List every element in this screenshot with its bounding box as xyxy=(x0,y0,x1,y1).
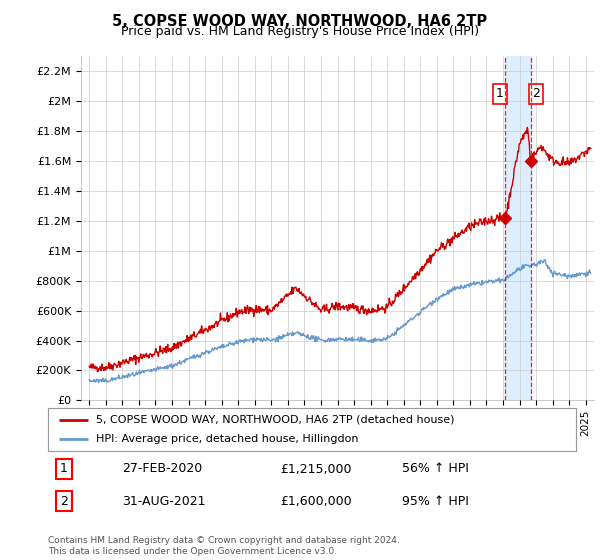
Text: HPI: Average price, detached house, Hillingdon: HPI: Average price, detached house, Hill… xyxy=(95,435,358,444)
Text: £1,215,000: £1,215,000 xyxy=(280,463,352,475)
Text: 27-FEB-2020: 27-FEB-2020 xyxy=(122,463,202,475)
Text: 2: 2 xyxy=(60,494,68,508)
Text: Contains HM Land Registry data © Crown copyright and database right 2024.
This d: Contains HM Land Registry data © Crown c… xyxy=(48,536,400,556)
Text: 1: 1 xyxy=(496,87,503,100)
Bar xyxy=(505,56,530,400)
Text: Price paid vs. HM Land Registry's House Price Index (HPI): Price paid vs. HM Land Registry's House … xyxy=(121,25,479,38)
Text: 5, COPSE WOOD WAY, NORTHWOOD, HA6 2TP: 5, COPSE WOOD WAY, NORTHWOOD, HA6 2TP xyxy=(112,14,488,29)
Text: 5, COPSE WOOD WAY, NORTHWOOD, HA6 2TP (detached house): 5, COPSE WOOD WAY, NORTHWOOD, HA6 2TP (d… xyxy=(95,415,454,424)
Text: £1,600,000: £1,600,000 xyxy=(280,494,352,508)
Text: 2: 2 xyxy=(532,87,541,100)
Text: 1: 1 xyxy=(60,463,68,475)
Text: 56% ↑ HPI: 56% ↑ HPI xyxy=(402,463,469,475)
Text: 31-AUG-2021: 31-AUG-2021 xyxy=(122,494,205,508)
Text: 95% ↑ HPI: 95% ↑ HPI xyxy=(402,494,469,508)
